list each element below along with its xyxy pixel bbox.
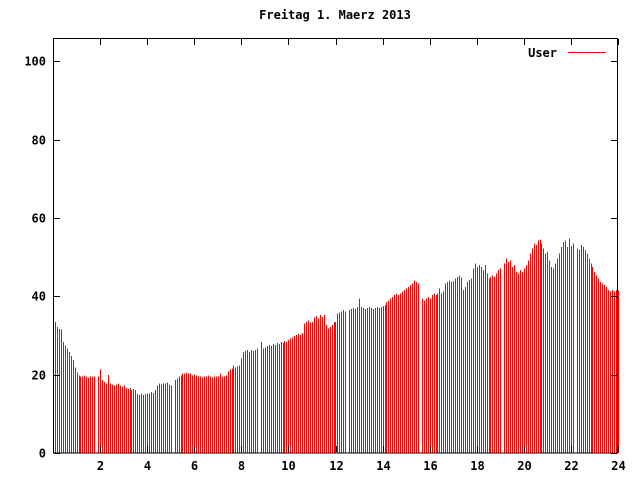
x-tick-label: 6 <box>191 459 198 473</box>
x-tick-label: 20 <box>517 459 531 473</box>
y-tick-label: 80 <box>32 134 46 148</box>
x-tick-label: 24 <box>611 459 625 473</box>
y-tick-label: 100 <box>24 55 46 69</box>
x-tick-label: 4 <box>144 459 151 473</box>
legend: User <box>528 46 606 60</box>
x-tick-label: 12 <box>329 459 343 473</box>
x-tick-label: 14 <box>376 459 390 473</box>
x-tick-label: 10 <box>281 459 295 473</box>
chart-title: Freitag 1. Maerz 2013 <box>259 8 411 22</box>
legend-label: User <box>528 46 557 60</box>
x-tick-label: 2 <box>97 459 104 473</box>
x-tick-label: 8 <box>238 459 245 473</box>
y-tick-label: 40 <box>32 290 46 304</box>
x-tick-label: 18 <box>470 459 484 473</box>
x-tick-label: 22 <box>564 459 578 473</box>
x-tick-label: 16 <box>423 459 437 473</box>
y-tick-label: 20 <box>32 369 46 383</box>
axis-ticks <box>54 39 619 454</box>
y-tick-label: 0 <box>39 447 46 461</box>
bars-series-user <box>55 238 619 453</box>
y-tick-label: 60 <box>32 212 46 226</box>
plot-border <box>53 38 618 454</box>
